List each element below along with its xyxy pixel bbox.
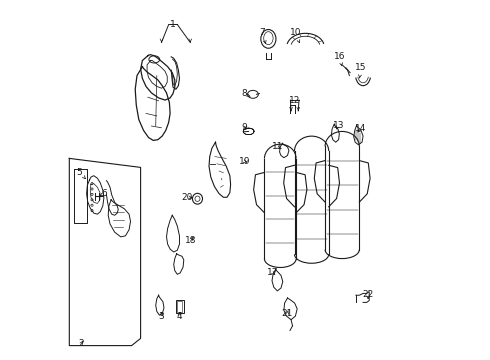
Bar (177, 301, 182, 312)
Text: 20: 20 (182, 193, 193, 202)
Text: 1: 1 (170, 20, 176, 29)
Ellipse shape (193, 193, 202, 204)
Ellipse shape (91, 183, 93, 185)
Text: 8: 8 (242, 89, 250, 98)
Text: 11: 11 (271, 142, 283, 151)
Text: 16: 16 (334, 52, 345, 66)
Text: 5: 5 (76, 167, 85, 179)
Text: 9: 9 (242, 123, 247, 132)
Text: 2: 2 (78, 339, 84, 348)
Text: 21: 21 (282, 309, 293, 318)
Ellipse shape (195, 196, 200, 202)
Text: 4: 4 (177, 311, 182, 320)
Text: 7: 7 (259, 28, 266, 43)
Text: 12: 12 (289, 95, 300, 104)
Text: 19: 19 (239, 157, 250, 166)
Bar (176, 300, 184, 313)
Ellipse shape (91, 199, 93, 201)
Ellipse shape (261, 30, 276, 48)
Ellipse shape (264, 32, 273, 45)
Text: 13: 13 (333, 121, 344, 130)
Text: 3: 3 (159, 311, 164, 320)
Text: 15: 15 (355, 63, 367, 78)
Text: 18: 18 (185, 236, 196, 245)
Ellipse shape (91, 210, 93, 212)
Text: 14: 14 (355, 124, 367, 133)
Ellipse shape (91, 188, 93, 190)
Ellipse shape (149, 56, 160, 63)
Text: 6: 6 (100, 189, 107, 198)
Text: 17: 17 (267, 269, 278, 277)
Ellipse shape (91, 193, 93, 195)
Ellipse shape (91, 204, 93, 206)
Text: 22: 22 (363, 290, 374, 299)
Text: 10: 10 (290, 28, 301, 43)
Ellipse shape (247, 90, 258, 98)
